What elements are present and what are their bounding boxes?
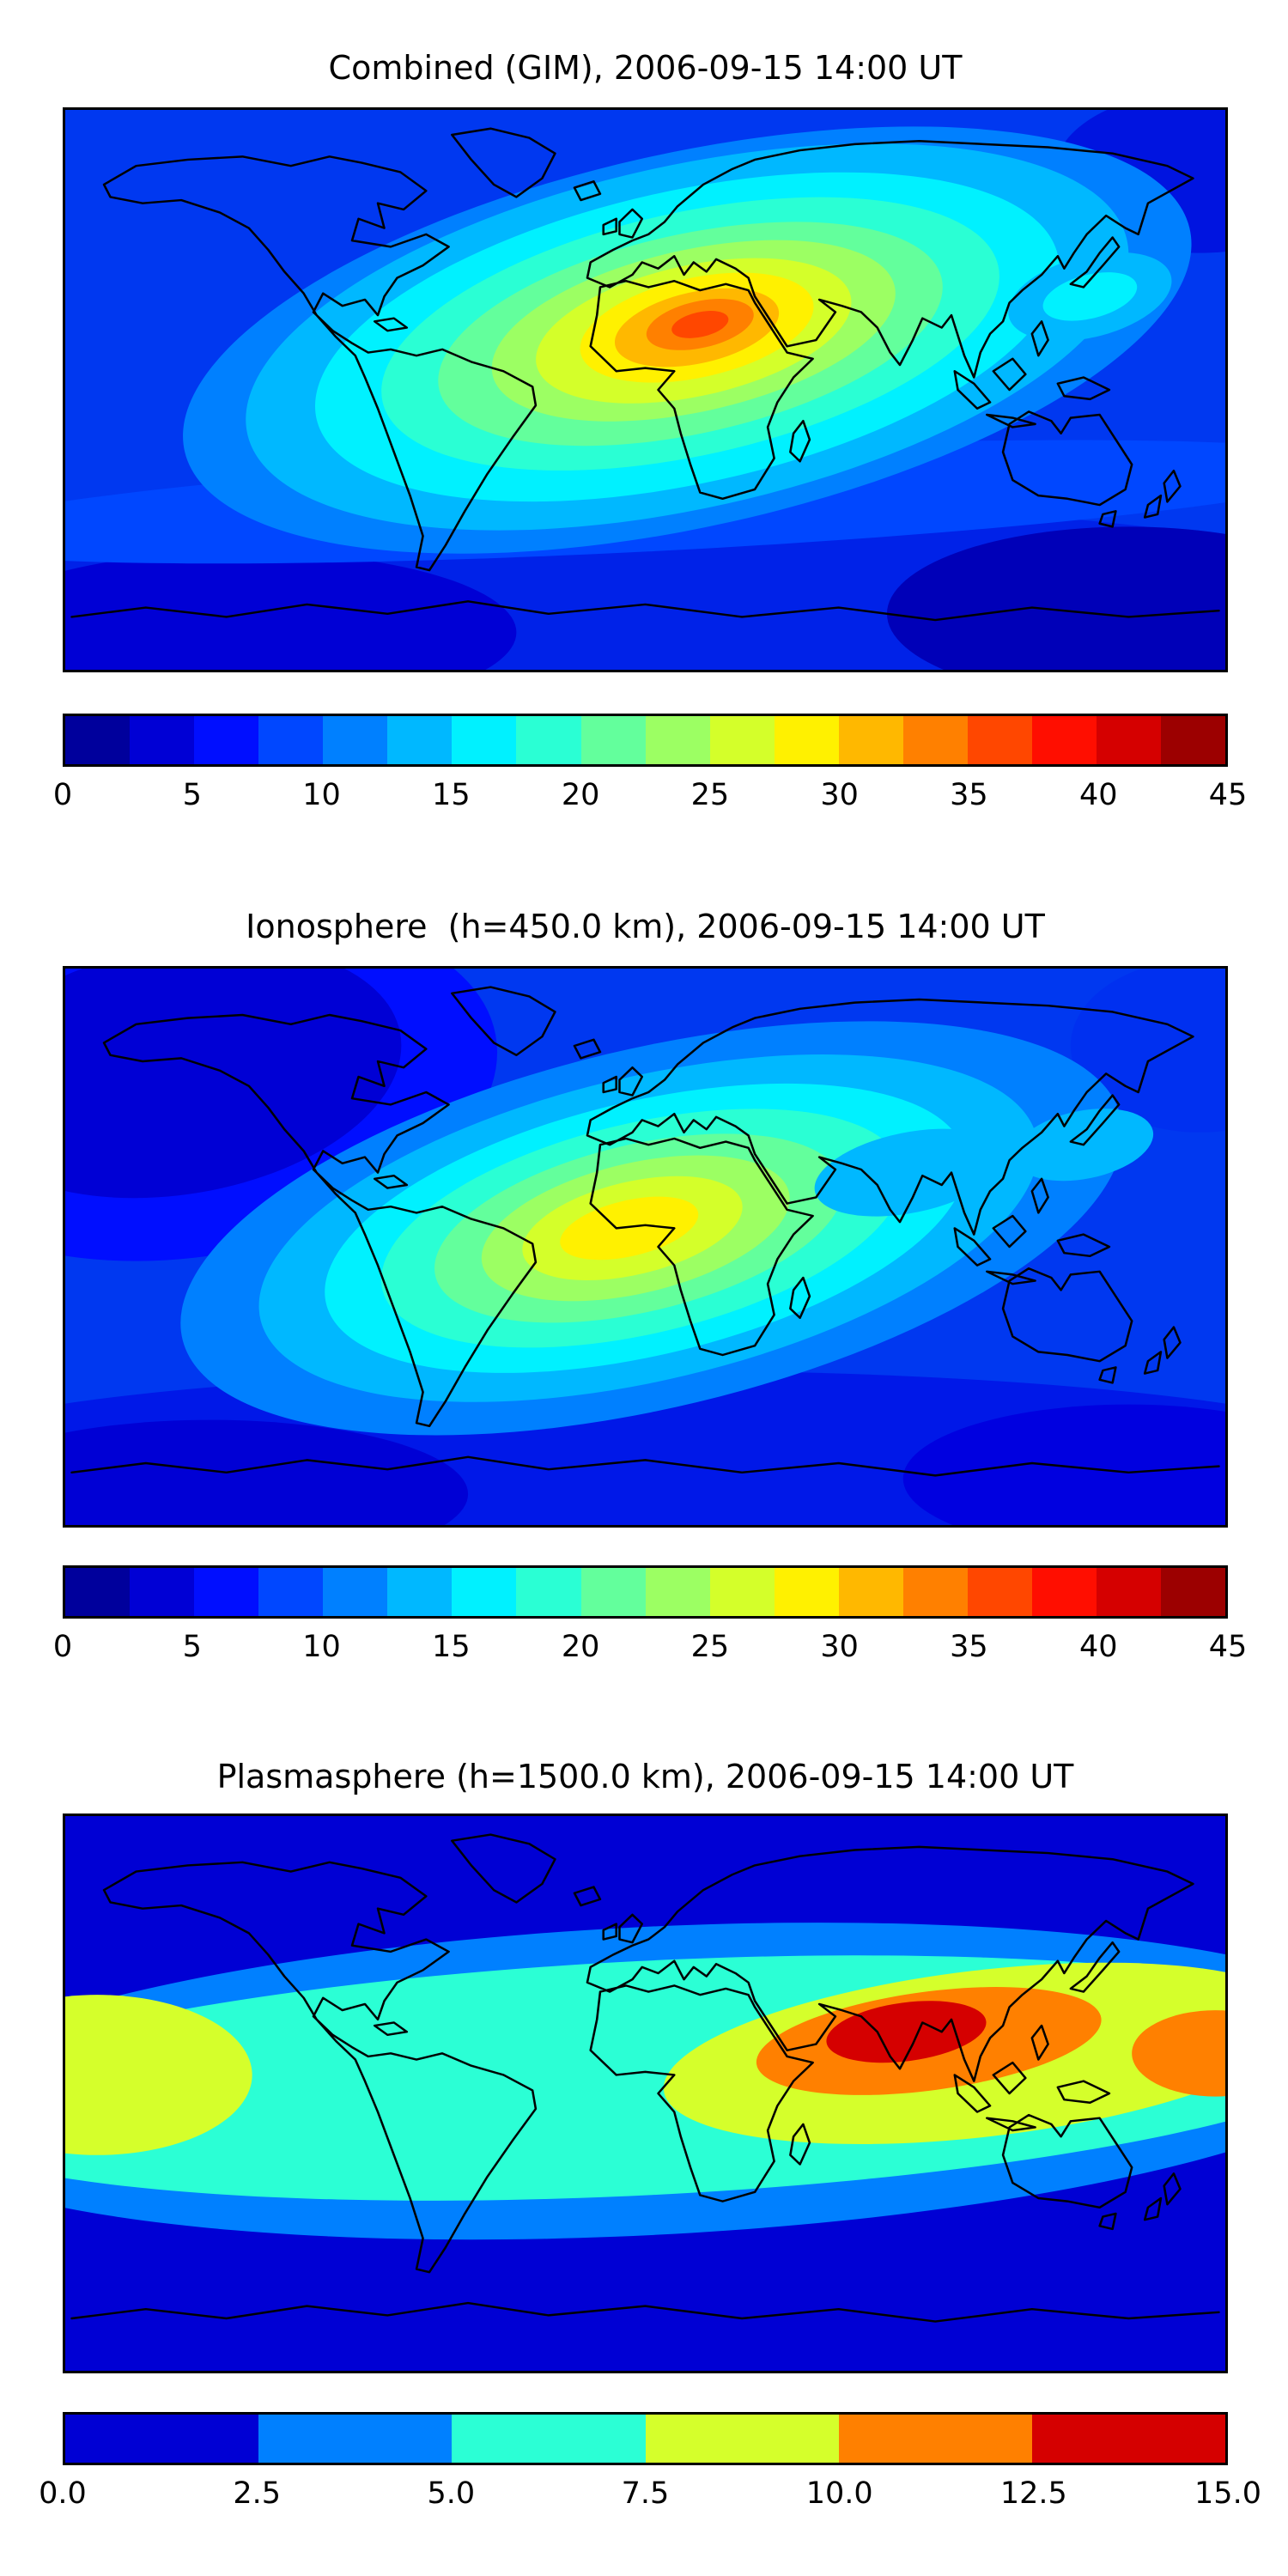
colorbar-segment bbox=[1031, 1568, 1097, 1616]
colorbar-tick-label: 40 bbox=[1078, 778, 1118, 812]
panel3-contour-bands bbox=[65, 1923, 1225, 2240]
colorbar-segment bbox=[258, 716, 324, 764]
colorbar-segment bbox=[65, 2415, 259, 2463]
colorbar-segment bbox=[967, 716, 1032, 764]
colorbar-tick-label: 25 bbox=[690, 1630, 730, 1664]
colorbar-segment bbox=[838, 716, 903, 764]
colorbar-tick-label: 45 bbox=[1208, 1630, 1248, 1664]
colorbar-tick-label: 2.5 bbox=[233, 2476, 281, 2511]
contour-band bbox=[902, 1404, 1225, 1525]
colorbar-segment bbox=[774, 716, 839, 764]
colorbar-segment bbox=[645, 2415, 839, 2463]
colorbar-segment bbox=[323, 716, 388, 764]
panel1-map bbox=[63, 107, 1228, 672]
colorbar-tick-label: 0.0 bbox=[39, 2476, 87, 2511]
colorbar-tick-label: 25 bbox=[690, 778, 730, 812]
colorbar-segment bbox=[902, 1568, 968, 1616]
contour-band bbox=[671, 311, 729, 338]
colorbar-tick-label: 35 bbox=[950, 778, 988, 812]
colorbar-segment bbox=[387, 716, 453, 764]
contour-band bbox=[826, 2001, 987, 2063]
colorbar-segment bbox=[645, 1568, 710, 1616]
colorbar-tick-label: 5.0 bbox=[427, 2476, 476, 2511]
colorbar-segment bbox=[323, 1568, 388, 1616]
contour-band bbox=[1132, 2010, 1225, 2097]
colorbar-segment bbox=[452, 2415, 646, 2463]
panel3-colorbar-ticks: 0.0 2.5 5.0 7.5 10.0 12.5 15.0 bbox=[39, 2476, 1261, 2514]
contour-band bbox=[65, 551, 517, 670]
colorbar-tick-label: 30 bbox=[820, 1630, 859, 1664]
contour-band bbox=[887, 526, 1225, 670]
colorbar-segment bbox=[516, 716, 581, 764]
colorbar-tick-label: 10.0 bbox=[805, 2476, 873, 2511]
colorbar-segment bbox=[65, 1568, 131, 1616]
colorbar-segment bbox=[130, 716, 195, 764]
colorbar-segment bbox=[1161, 1568, 1226, 1616]
colorbar-tick-label: 15.0 bbox=[1194, 2476, 1261, 2511]
colorbar-segment bbox=[194, 1568, 259, 1616]
panel3-map-canvas bbox=[65, 1816, 1225, 2371]
colorbar-segment bbox=[709, 1568, 775, 1616]
colorbar-segment bbox=[645, 716, 710, 764]
colorbar-segment bbox=[65, 716, 131, 764]
colorbar-segment bbox=[516, 1568, 581, 1616]
colorbar-segment bbox=[194, 716, 259, 764]
panel1-title: Combined (GIM), 2006-09-15 14:00 UT bbox=[328, 49, 963, 87]
panel3-colorbar bbox=[63, 2412, 1228, 2465]
colorbar-segment bbox=[580, 1568, 646, 1616]
contour-band bbox=[65, 1419, 469, 1525]
colorbar-tick-label: 35 bbox=[950, 1630, 988, 1664]
colorbar-segment bbox=[1097, 716, 1162, 764]
panel2-map bbox=[63, 966, 1228, 1528]
colorbar-segment bbox=[580, 716, 646, 764]
colorbar-tick-label: 30 bbox=[820, 778, 859, 812]
colorbar-tick-label: 15 bbox=[432, 1630, 471, 1664]
panel1-colorbar bbox=[63, 714, 1228, 767]
panel3-title: Plasmasphere (h=1500.0 km), 2006-09-15 1… bbox=[216, 1758, 1074, 1795]
colorbar-segment bbox=[130, 1568, 195, 1616]
contour-band bbox=[1070, 969, 1225, 1133]
colorbar-segment bbox=[452, 1568, 517, 1616]
colorbar-tick-label: 0 bbox=[52, 778, 73, 812]
colorbar-segment bbox=[258, 1568, 324, 1616]
panel1-contour-bands bbox=[65, 110, 1225, 670]
colorbar-segment bbox=[1097, 1568, 1162, 1616]
panel2-map-canvas bbox=[65, 969, 1225, 1525]
colorbar-tick-label: 5 bbox=[182, 778, 202, 812]
colorbar-segment bbox=[967, 1568, 1032, 1616]
contour-band bbox=[1042, 272, 1138, 321]
colorbar-segment bbox=[452, 716, 517, 764]
colorbar-segment bbox=[774, 1568, 839, 1616]
colorbar-segment bbox=[1031, 716, 1097, 764]
colorbar-segment bbox=[387, 1568, 453, 1616]
colorbar-segment bbox=[838, 2415, 1032, 2463]
panel1-colorbar-ticks: 0 5 10 15 20 25 30 35 40 45 bbox=[53, 778, 1247, 816]
colorbar-segment bbox=[258, 2415, 453, 2463]
colorbar-segment bbox=[902, 716, 968, 764]
colorbar-tick-label: 5 bbox=[182, 1630, 202, 1664]
contour-band bbox=[560, 1196, 699, 1261]
panel3-map bbox=[63, 1814, 1228, 2373]
contour-band bbox=[814, 1128, 1005, 1217]
colorbar-tick-label: 45 bbox=[1208, 778, 1248, 812]
colorbar-segment bbox=[1161, 716, 1226, 764]
colorbar-tick-label: 10 bbox=[302, 1630, 341, 1664]
colorbar-segment bbox=[709, 716, 775, 764]
colorbar-tick-label: 10 bbox=[302, 778, 341, 812]
contour-band bbox=[65, 1995, 252, 2155]
panel2-title: Ionosphere (h=450.0 km), 2006-09-15 14:0… bbox=[246, 908, 1045, 945]
panel2-colorbar-ticks: 0 5 10 15 20 25 30 35 40 45 bbox=[53, 1630, 1247, 1668]
colorbar-tick-label: 7.5 bbox=[621, 2476, 670, 2511]
colorbar-tick-label: 0 bbox=[52, 1630, 73, 1664]
colorbar-tick-label: 20 bbox=[561, 1630, 600, 1664]
colorbar-segment bbox=[1031, 2415, 1226, 2463]
colorbar-tick-label: 12.5 bbox=[999, 2476, 1067, 2511]
colorbar-tick-label: 40 bbox=[1078, 1630, 1118, 1664]
panel2-colorbar bbox=[63, 1565, 1228, 1619]
panel1-map-canvas bbox=[65, 110, 1225, 670]
colorbar-segment bbox=[838, 1568, 903, 1616]
colorbar-tick-label: 20 bbox=[561, 778, 600, 812]
colorbar-tick-label: 15 bbox=[432, 778, 471, 812]
